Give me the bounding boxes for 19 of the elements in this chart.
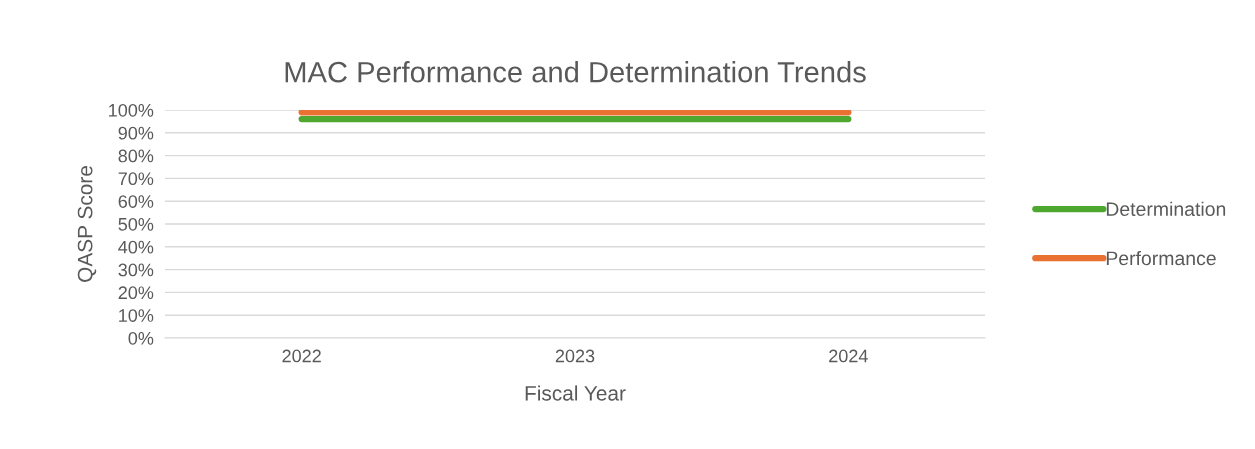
x-axis-title: Fiscal Year bbox=[525, 385, 626, 401]
y-tick-label: 90% bbox=[118, 126, 154, 140]
x-tick-label: 2023 bbox=[555, 349, 595, 363]
y-tick-label: 0% bbox=[128, 331, 154, 345]
y-tick-label: 10% bbox=[119, 309, 154, 322]
x-tick-label: 2024 bbox=[829, 349, 868, 363]
y-tick-label: 20% bbox=[118, 286, 154, 300]
y-tick-label: 30% bbox=[118, 263, 154, 277]
y-tick-label: 80% bbox=[118, 149, 154, 163]
y-tick-label: 70% bbox=[118, 172, 154, 186]
legend-label: Performance bbox=[1106, 250, 1216, 266]
y-tick-label: 100% bbox=[109, 103, 154, 117]
y-tick-label: 40% bbox=[118, 240, 154, 254]
y-tick-label: 50% bbox=[118, 217, 154, 231]
x-tick-label: 2022 bbox=[282, 349, 321, 363]
y-axis-title: QASP Score bbox=[77, 166, 97, 282]
chart-title: MAC Performance and Determination Trends bbox=[285, 61, 866, 83]
y-tick-label: 60% bbox=[118, 195, 154, 208]
legend-label: Determination bbox=[1106, 201, 1226, 216]
